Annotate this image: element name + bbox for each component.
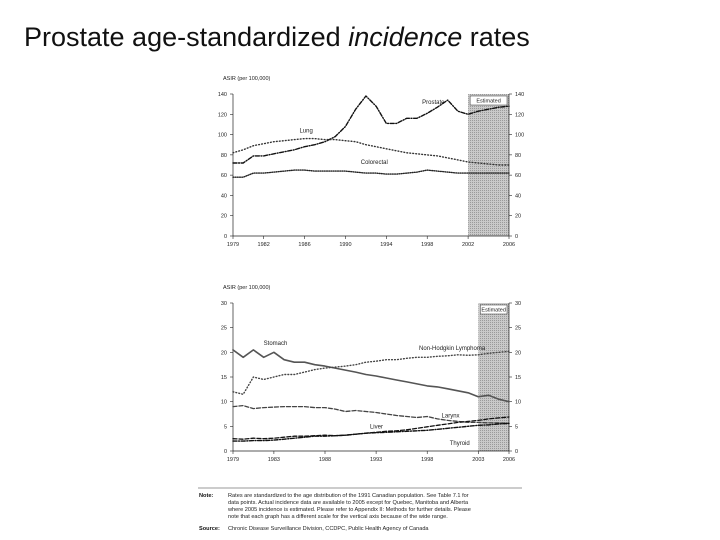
top-y-tick-label-right: 20 bbox=[515, 214, 521, 220]
bottom-y-tick-label-left: 30 bbox=[221, 301, 227, 307]
bottom-series-label-liver: Liver bbox=[370, 424, 383, 430]
top-y-tick-label-left: 100 bbox=[218, 133, 227, 139]
bottom-y-tick-label-left: 20 bbox=[221, 350, 227, 356]
top-x-tick-label: 1982 bbox=[258, 242, 270, 248]
top-y-tick-label-right: 120 bbox=[515, 112, 524, 118]
top-x-tick-label: 1998 bbox=[421, 242, 433, 248]
top-series-colorectal bbox=[232, 169, 510, 178]
bottom-series-thyroid bbox=[232, 416, 510, 440]
note-label: Note: bbox=[199, 493, 213, 499]
top-y-tick-label-left: 80 bbox=[221, 153, 227, 159]
bottom-chart: Estimated 0 0 5 5 10 10 15 15 20 20 25 25 30 30 1979 198… bbox=[221, 285, 521, 463]
figure-footnote: Note: Rates are standardized to the age … bbox=[198, 487, 522, 532]
note-line-1: Rates are standardized to the age distri… bbox=[228, 493, 469, 499]
bottom-y-tick-label-left: 5 bbox=[224, 424, 227, 430]
top-x-tick-label: 2006 bbox=[503, 242, 515, 248]
source-label: Source: bbox=[199, 526, 220, 532]
top-x-tick-label: 1994 bbox=[380, 242, 392, 248]
bottom-y-tick-label-left: 25 bbox=[221, 326, 227, 332]
top-series-prostate bbox=[232, 95, 510, 164]
bottom-estimated-band bbox=[478, 303, 509, 451]
bottom-series-stomach bbox=[232, 349, 510, 403]
top-y-tick-label-left: 60 bbox=[221, 173, 227, 179]
top-series-label-prostate: Prostate bbox=[422, 100, 445, 106]
bottom-y-tick-label-right: 15 bbox=[515, 375, 521, 381]
note-line-2: data points. Actual incidence data are a… bbox=[228, 500, 469, 506]
slide-title: Prostate age-standardized incidence rate… bbox=[24, 22, 530, 53]
bottom-y-tick-label-left: 10 bbox=[221, 400, 227, 406]
top-chart: Estimated 0 0 20 20 40 40 60 60 80 80 100 100 120 120 1… bbox=[218, 76, 524, 248]
bottom-series-label-non-hodgkin-lymphoma: Non-Hodgkin Lymphoma bbox=[419, 346, 486, 352]
top-y-tick-label-right: 80 bbox=[515, 153, 521, 159]
bottom-x-tick-label: 1993 bbox=[370, 457, 382, 463]
top-estimated-label: Estimated bbox=[476, 99, 500, 105]
top-series-label-lung: Lung bbox=[299, 129, 312, 135]
note-line-3: where 2005 incidence is estimated. Pleas… bbox=[227, 507, 471, 513]
top-estimated-box bbox=[469, 95, 508, 106]
bottom-series-non-hodgkin-lymphoma bbox=[232, 350, 510, 395]
top-x-tick-label: 1986 bbox=[298, 242, 310, 248]
top-y-tick-label-left: 120 bbox=[218, 112, 227, 118]
bottom-y-tick-label-right: 30 bbox=[515, 301, 521, 307]
top-y-tick-label-left: 0 bbox=[224, 234, 227, 240]
top-y-tick-label-right: 60 bbox=[515, 173, 521, 179]
top-y-axis-title: ASIR (per 100,000) bbox=[223, 76, 271, 82]
bottom-x-tick-label: 1998 bbox=[421, 457, 433, 463]
top-series-lung bbox=[232, 137, 510, 166]
note-line-4: note that each graph has a different sca… bbox=[228, 514, 448, 520]
top-y-tick-label-right: 0 bbox=[515, 234, 518, 240]
title-prefix: Prostate age-standardized bbox=[24, 22, 349, 52]
bottom-x-tick-label: 1983 bbox=[268, 457, 280, 463]
bottom-y-axis-title: ASIR (per 100,000) bbox=[223, 285, 271, 291]
bottom-y-tick-label-right: 20 bbox=[515, 350, 521, 356]
top-y-tick-label-right: 40 bbox=[515, 193, 521, 199]
title-emphasis: incidence bbox=[348, 22, 463, 52]
top-x-tick-label: 1990 bbox=[339, 242, 351, 248]
bottom-series-larynx bbox=[232, 404, 510, 425]
top-series-label-colorectal: Colorectal bbox=[361, 160, 388, 166]
source-text: Chronic Disease Surveillance Division, C… bbox=[228, 526, 429, 532]
bottom-y-tick-label-right: 25 bbox=[515, 326, 521, 332]
bottom-y-tick-label-left: 0 bbox=[224, 449, 227, 455]
title-suffix: rates bbox=[462, 22, 530, 52]
top-x-tick-label: 1979 bbox=[227, 242, 239, 248]
bottom-x-tick-label: 2006 bbox=[503, 457, 515, 463]
bottom-y-tick-label-right: 5 bbox=[515, 424, 518, 430]
bottom-series-label-thyroid: Thyroid bbox=[450, 441, 470, 447]
bottom-x-tick-label: 1988 bbox=[319, 457, 331, 463]
top-y-tick-label-left: 20 bbox=[221, 214, 227, 220]
bottom-y-tick-label-left: 15 bbox=[221, 375, 227, 381]
bottom-estimated-label: Estimated bbox=[481, 308, 505, 314]
bottom-estimated-box bbox=[480, 304, 508, 315]
bottom-y-tick-label-right: 10 bbox=[515, 400, 521, 406]
top-y-tick-label-right: 140 bbox=[515, 92, 524, 98]
bottom-y-tick-label-right: 0 bbox=[515, 449, 518, 455]
bottom-series-label-stomach: Stomach bbox=[264, 341, 288, 347]
top-x-tick-label: 2002 bbox=[462, 242, 474, 248]
top-y-tick-label-left: 140 bbox=[218, 92, 227, 98]
top-y-tick-label-right: 100 bbox=[515, 133, 524, 139]
top-y-tick-label-left: 40 bbox=[221, 193, 227, 199]
bottom-series-label-larynx: Larynx bbox=[442, 413, 460, 419]
bottom-x-tick-label: 2003 bbox=[472, 457, 484, 463]
bottom-x-tick-label: 1979 bbox=[227, 457, 239, 463]
